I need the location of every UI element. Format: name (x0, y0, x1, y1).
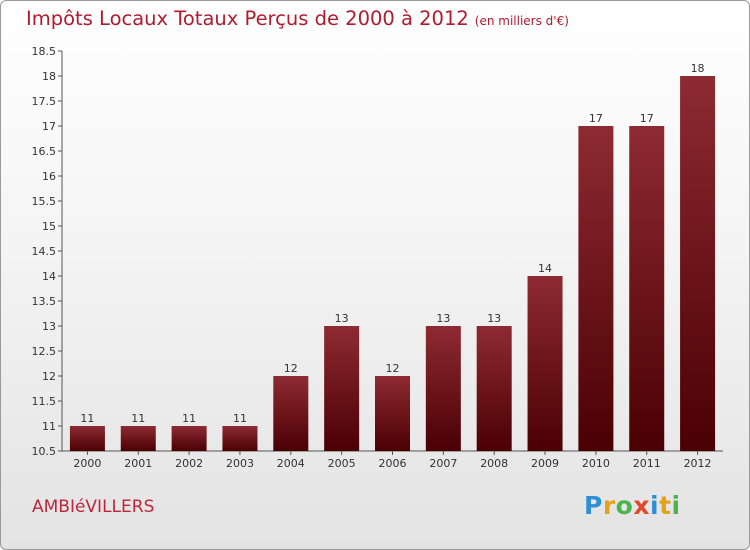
bar-value-label: 18 (691, 62, 705, 75)
bar-value-label: 12 (386, 362, 400, 375)
bar (375, 376, 410, 451)
bar-value-label: 11 (233, 412, 247, 425)
bar (324, 326, 360, 451)
y-tick-label: 12 (42, 370, 56, 383)
y-tick-label: 15.5 (32, 195, 57, 208)
bar-value-label: 11 (182, 412, 196, 425)
y-tick-label: 18.5 (32, 45, 57, 58)
bar (629, 126, 665, 451)
y-tick-label: 17 (42, 120, 56, 133)
x-tick-label: 2010 (582, 457, 610, 470)
y-tick-label: 11 (42, 420, 56, 433)
y-tick-label: 13 (42, 320, 56, 333)
bar (69, 426, 105, 451)
bar (476, 326, 512, 451)
y-tick-label: 14 (42, 270, 56, 283)
x-tick-label: 2004 (277, 457, 305, 470)
x-tick-label: 2011 (633, 457, 661, 470)
x-tick-label: 2007 (429, 457, 457, 470)
y-tick-label: 16.5 (32, 145, 57, 158)
bar-value-label: 11 (80, 412, 94, 425)
commune-name: AMBIéVILLERS (32, 497, 155, 517)
bar-value-label: 14 (538, 262, 552, 275)
x-tick-label: 2001 (124, 457, 152, 470)
x-tick-label: 2012 (684, 457, 712, 470)
y-tick-label: 15 (42, 220, 56, 233)
y-tick-label: 14.5 (32, 245, 57, 258)
y-tick-label: 12.5 (32, 345, 57, 358)
y-tick-label: 10.5 (32, 445, 57, 458)
bar-value-label: 13 (335, 312, 349, 325)
bar (120, 426, 156, 451)
bar-value-label: 17 (640, 112, 654, 125)
bar (527, 276, 563, 451)
y-tick-label: 16 (42, 170, 56, 183)
x-tick-label: 2006 (379, 457, 407, 470)
chart-title-main: Impôts Locaux Totaux Perçus de 2000 à 20… (26, 7, 469, 30)
x-tick-label: 2000 (73, 457, 101, 470)
bar (680, 76, 716, 451)
bar (273, 376, 309, 451)
chart-title: Impôts Locaux Totaux Perçus de 2000 à 20… (26, 7, 569, 30)
x-tick-label: 2003 (226, 457, 254, 470)
x-tick-label: 2009 (531, 457, 559, 470)
bar-value-label: 17 (589, 112, 603, 125)
chart-title-unit: (en milliers d'€) (474, 14, 569, 28)
bar (222, 426, 258, 451)
bar-value-label: 13 (436, 312, 450, 325)
x-tick-label: 2002 (175, 457, 203, 470)
bar-value-label: 12 (284, 362, 298, 375)
y-tick-label: 13.5 (32, 295, 57, 308)
y-tick-label: 11.5 (32, 395, 57, 408)
x-tick-label: 2005 (328, 457, 356, 470)
proxiti-logo: Proxiti (584, 491, 681, 520)
bar (425, 326, 461, 451)
bar-value-label: 11 (131, 412, 145, 425)
bar-value-label: 13 (487, 312, 501, 325)
bar (171, 426, 207, 451)
bar (578, 126, 614, 451)
y-tick-label: 17.5 (32, 95, 57, 108)
y-tick-label: 18 (42, 70, 56, 83)
x-tick-label: 2008 (480, 457, 508, 470)
